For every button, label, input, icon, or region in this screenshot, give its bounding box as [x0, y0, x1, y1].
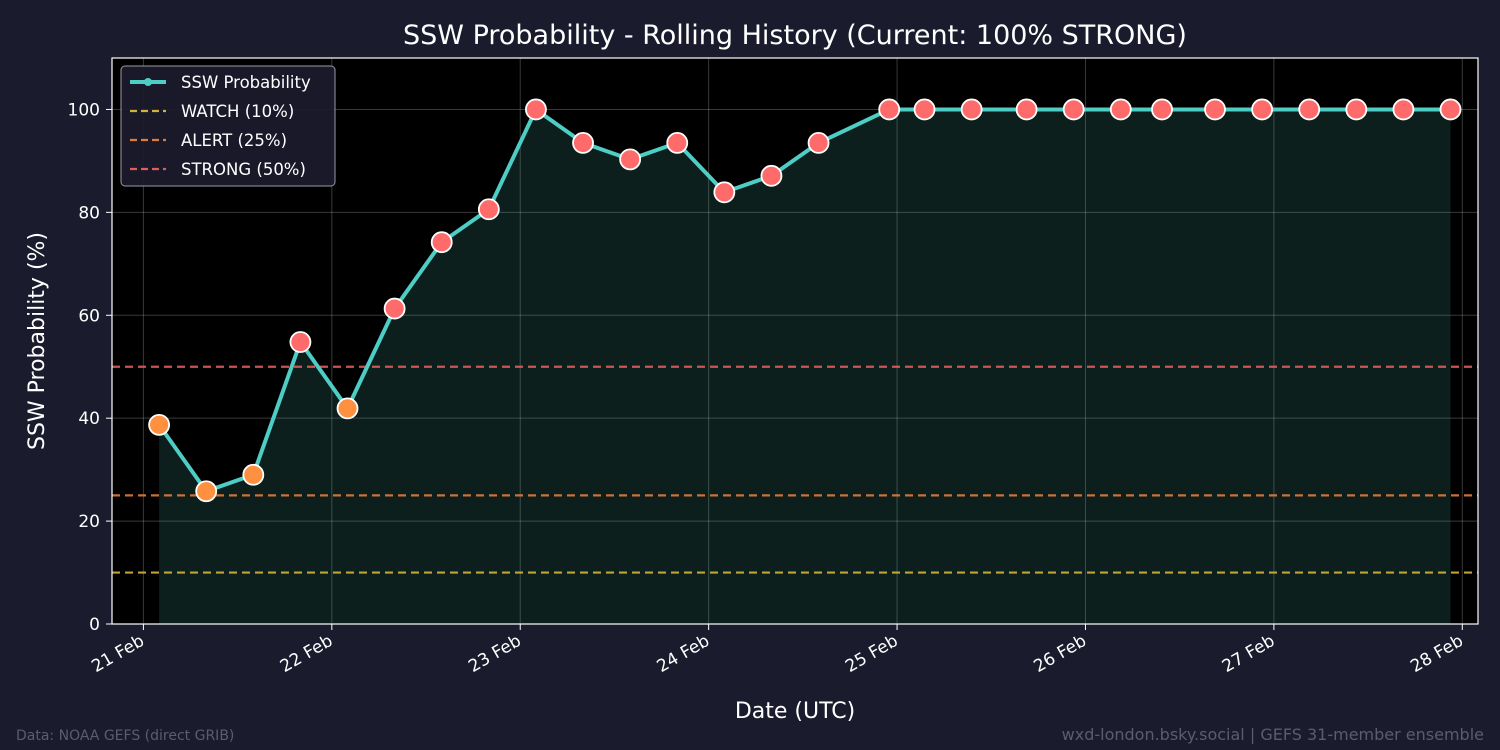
data-point	[1345, 98, 1368, 121]
x-tick-label: 27 Feb	[1219, 631, 1278, 677]
data-point	[1204, 98, 1226, 121]
x-tick-label: 21 Feb	[88, 631, 147, 677]
data-point	[572, 131, 594, 154]
x-tick-label: 22 Feb	[277, 631, 336, 677]
data-point	[1062, 98, 1085, 121]
data-point	[525, 98, 547, 121]
data-point	[430, 231, 453, 254]
x-tick-label: 24 Feb	[654, 631, 713, 677]
y-axis-label: SSW Probability (%)	[25, 232, 50, 450]
data-point	[1298, 98, 1321, 121]
data-source-note: Data: NOAA GEFS (direct GRIB)	[16, 728, 235, 744]
legend-box	[120, 65, 336, 187]
data-point	[960, 98, 983, 121]
data-point	[619, 148, 642, 171]
data-point	[336, 397, 359, 420]
data-point	[807, 131, 830, 154]
credit-note: wxd-london.bsky.social | GEFS 31-member …	[1061, 725, 1484, 744]
data-point	[148, 413, 171, 436]
data-point	[713, 181, 736, 204]
data-point	[913, 98, 936, 121]
data-point	[1251, 98, 1274, 121]
data-point	[878, 98, 901, 121]
x-tick-label: 25 Feb	[842, 631, 901, 677]
data-point	[760, 164, 783, 187]
data-point	[477, 198, 500, 221]
y-tick-label: 20	[78, 512, 100, 532]
y-tick-label: 0	[89, 615, 100, 635]
x-tick-label: 23 Feb	[465, 631, 524, 677]
y-tick-label: 80	[78, 203, 100, 223]
x-tick-label: 26 Feb	[1030, 631, 1089, 677]
plot-frame	[111, 57, 1479, 625]
legend-swatch-marker	[144, 78, 152, 86]
data-point	[289, 331, 312, 353]
data-point	[195, 480, 218, 503]
y-tick-label: 40	[78, 409, 100, 429]
data-point	[1109, 98, 1132, 121]
legend: SSW Probability WATCH (10%) ALERT (25%) STR…	[120, 65, 336, 187]
x-axis-label: Date (UTC)	[735, 699, 855, 724]
chart-title: SSW Probability - Rolling History (Curre…	[403, 20, 1187, 51]
legend-label: SSW Probability	[181, 73, 311, 92]
data-point	[383, 297, 406, 320]
y-tick-label: 60	[78, 306, 100, 326]
x-tick-label: 28 Feb	[1407, 631, 1466, 677]
legend-label: WATCH (10%)	[181, 102, 294, 121]
legend-label: STRONG (50%)	[181, 160, 306, 179]
data-point	[1392, 98, 1415, 121]
data-point	[1439, 98, 1462, 121]
data-point	[242, 463, 265, 486]
y-tick-label: 100	[68, 100, 100, 120]
legend-label: ALERT (25%)	[181, 131, 287, 150]
data-point	[666, 131, 689, 154]
data-point	[1015, 98, 1038, 121]
data-point	[1151, 98, 1173, 121]
series-line	[157, 107, 1451, 494]
plot-area	[112, 58, 1478, 624]
